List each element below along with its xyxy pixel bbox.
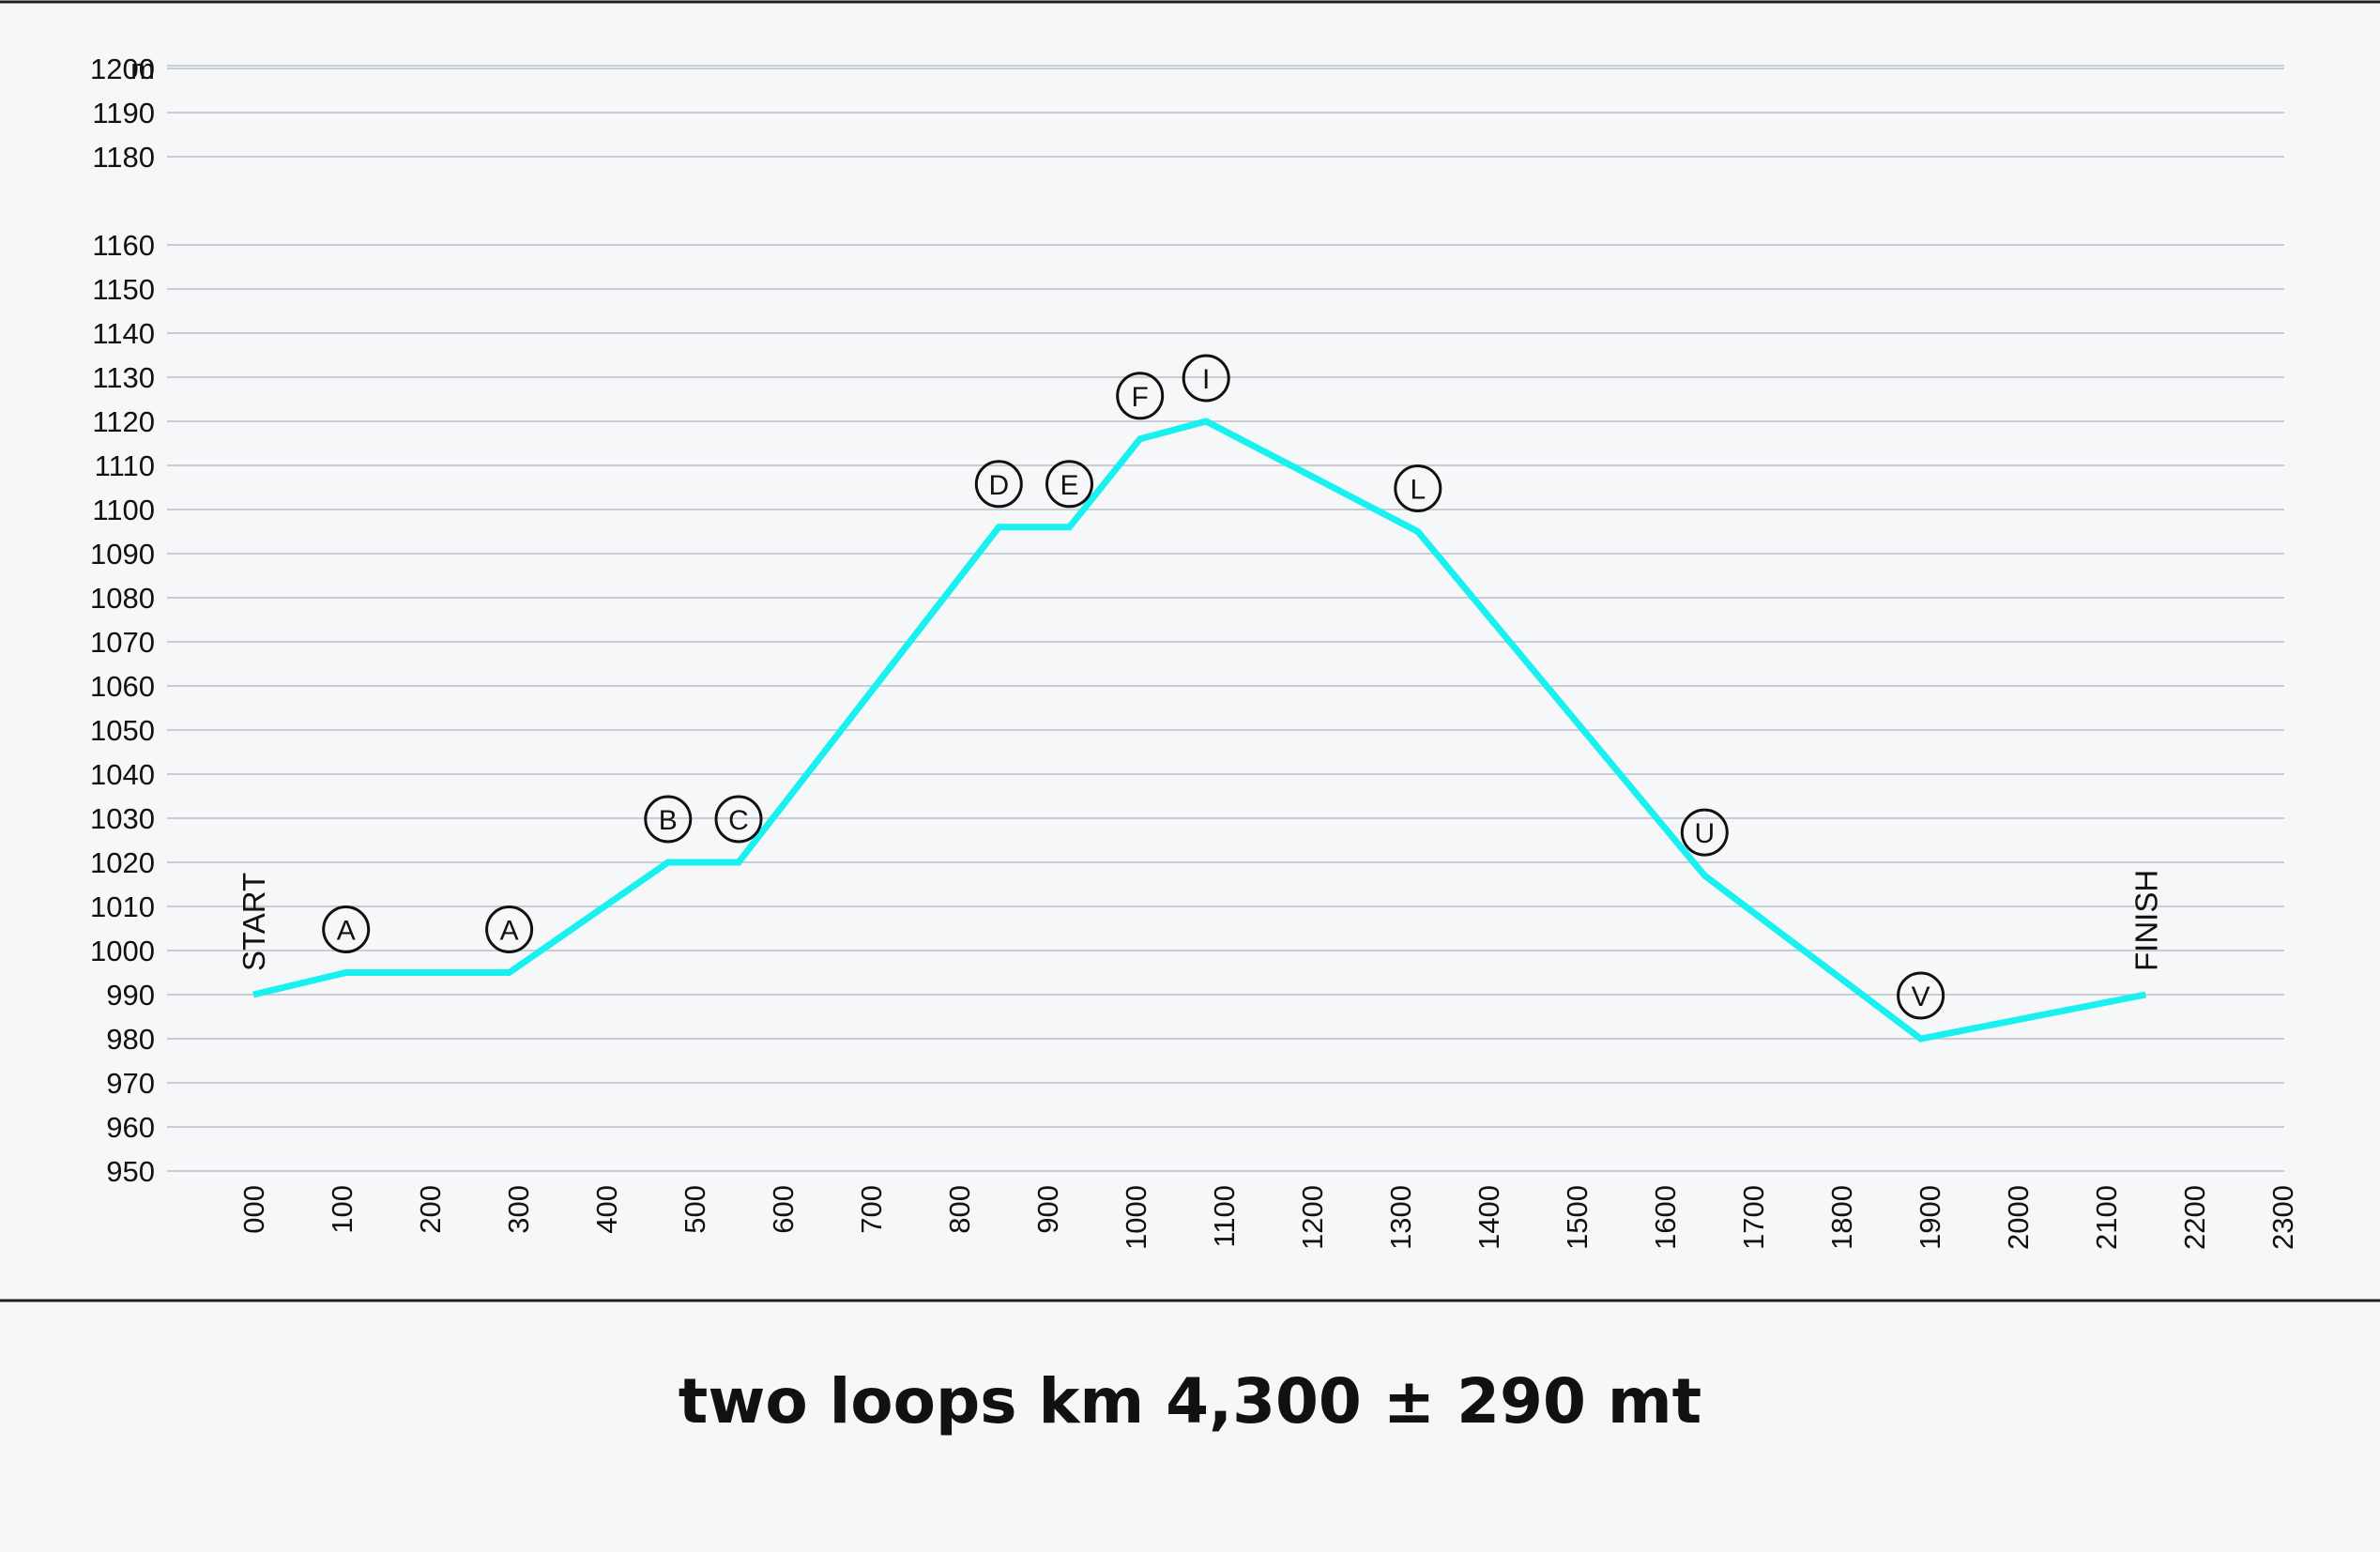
- y-tick-label: 1040: [90, 758, 155, 791]
- marker-circle: [322, 905, 371, 953]
- y-tick-label: 1120: [92, 405, 155, 438]
- y-axis-ticks: 950 960 970 980 990 1000 1010 1020 1030 1040 1050 1…: [90, 53, 155, 1188]
- x-tick-label: 1700: [1737, 1185, 1770, 1250]
- marker-circle: [1680, 808, 1729, 857]
- waypoint-marker: F: [1116, 372, 1165, 420]
- y-tick-label: 1150: [92, 273, 155, 306]
- marker-letter: A: [500, 916, 519, 947]
- x-tick-label: 2000: [2002, 1185, 2035, 1250]
- x-tick-label: 1200: [1296, 1185, 1329, 1250]
- x-tick-label: 1100: [1208, 1185, 1241, 1248]
- y-tick-label: 1010: [90, 890, 155, 923]
- waypoint-marker: E: [1045, 460, 1093, 509]
- marker-circle: [644, 795, 693, 844]
- y-tick-label: 1130: [92, 361, 155, 394]
- x-tick-label: 1300: [1384, 1185, 1417, 1250]
- marker-circle: [1897, 971, 1945, 1020]
- y-tick-label: 1140: [92, 317, 155, 350]
- route-caption: two loops km 4,300 ± 290 mt: [678, 1365, 1702, 1438]
- waypoint-marker: L: [1394, 464, 1442, 512]
- x-tick-label: 1000: [1120, 1185, 1152, 1250]
- x-tick-label: 800: [943, 1185, 976, 1234]
- waypoint-marker: A: [485, 905, 534, 953]
- elevation-line: [252, 418, 2146, 1042]
- waypoint-markers: A A B C D E F I L U V: [322, 354, 1945, 1020]
- x-tick-label: 600: [767, 1185, 800, 1234]
- waypoint-marker: A: [322, 905, 371, 953]
- x-tick-label: 700: [855, 1185, 888, 1234]
- y-tick-label: 1080: [90, 582, 155, 615]
- x-tick-label: 200: [414, 1185, 447, 1234]
- marker-circle: [1394, 464, 1442, 512]
- marker-letter: F: [1132, 382, 1149, 413]
- y-tick-label: 1160: [92, 229, 155, 262]
- waypoint-marker: I: [1182, 354, 1230, 403]
- marker-letter: U: [1694, 818, 1715, 849]
- waypoint-marker: B: [644, 795, 693, 844]
- y-tick-label: 960: [106, 1111, 155, 1144]
- x-tick-label: 2300: [2266, 1185, 2299, 1250]
- y-tick-label: 1050: [90, 714, 155, 747]
- y-tick-label: 980: [106, 1023, 155, 1056]
- x-tick-label: 1500: [1561, 1185, 1594, 1250]
- waypoint-marker: U: [1680, 808, 1729, 857]
- x-tick-label: 100: [326, 1185, 359, 1234]
- y-tick-label: 1020: [90, 846, 155, 879]
- waypoint-marker: D: [974, 460, 1023, 509]
- y-tick-label: 950: [106, 1155, 155, 1188]
- x-tick-label: 400: [590, 1185, 623, 1234]
- y-tick-label: 1190: [92, 97, 155, 129]
- x-tick-label: 1900: [1914, 1185, 1946, 1250]
- marker-letter: E: [1060, 470, 1078, 501]
- marker-circle: [714, 795, 763, 844]
- y-tick-label: 1090: [90, 538, 155, 571]
- marker-letter: D: [988, 470, 1009, 501]
- y-tick-label: 990: [106, 979, 155, 1012]
- waypoint-marker: V: [1897, 971, 1945, 1020]
- x-tick-label: 1800: [1825, 1185, 1858, 1250]
- marker-circle: [1045, 460, 1093, 509]
- grid-lines: [167, 65, 2284, 1172]
- marker-letter: B: [659, 805, 678, 836]
- start-label: START: [236, 873, 271, 971]
- y-tick-label: 1070: [90, 626, 155, 659]
- y-tick-label: 970: [106, 1067, 155, 1100]
- marker-circle: [1182, 354, 1230, 403]
- x-axis-ticks: 000 100 200 300 400 500 600 700 800 900 1000 1100 12…: [237, 1185, 2299, 1250]
- y-axis-unit-label: m: [130, 53, 155, 85]
- x-tick-label: 500: [679, 1185, 711, 1234]
- y-tick-label: 1000: [90, 935, 155, 967]
- y-tick-label: 1030: [90, 802, 155, 835]
- marker-letter: L: [1410, 475, 1426, 506]
- y-tick-label: 1060: [90, 670, 155, 703]
- marker-circle: [974, 460, 1023, 509]
- x-tick-label: 900: [1031, 1185, 1064, 1234]
- x-tick-label: 1600: [1649, 1185, 1682, 1250]
- y-tick-label: 1180: [92, 141, 155, 174]
- x-tick-label: 1400: [1472, 1185, 1505, 1250]
- y-tick-label: 1110: [95, 449, 155, 482]
- x-tick-label: 2100: [2090, 1185, 2123, 1250]
- finish-label: FINISH: [2128, 870, 2163, 971]
- x-tick-label: 300: [502, 1185, 535, 1234]
- waypoint-marker: C: [714, 795, 763, 844]
- marker-letter: I: [1202, 364, 1210, 395]
- y-tick-label: 1200: [90, 53, 155, 85]
- y-tick-label: 1100: [92, 494, 155, 526]
- x-tick-label: 000: [237, 1185, 270, 1234]
- marker-letter: V: [1912, 981, 1930, 1012]
- marker-circle: [1116, 372, 1165, 420]
- x-tick-label: 2200: [2178, 1185, 2211, 1250]
- marker-letter: C: [728, 805, 749, 836]
- marker-circle: [485, 905, 534, 953]
- marker-letter: A: [337, 916, 356, 947]
